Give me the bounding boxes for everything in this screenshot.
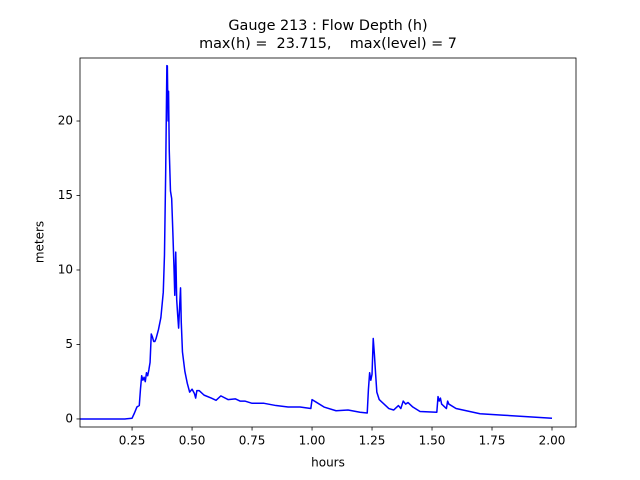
- data-line: [80, 64, 553, 420]
- x-tick-label: 1.00: [299, 434, 326, 448]
- y-tick-label: 15: [58, 188, 73, 202]
- x-tick-label: 0.25: [119, 434, 146, 448]
- y-tick-label: 20: [58, 114, 73, 128]
- x-tick-label: 1.50: [419, 434, 446, 448]
- y-tick-label: 5: [65, 337, 73, 351]
- x-tick-label: 1.25: [359, 434, 386, 448]
- x-tick-label: 0.50: [179, 434, 206, 448]
- chart-title: Gauge 213 : Flow Depth (h): [228, 18, 427, 34]
- x-tick-label: 0.75: [239, 434, 266, 448]
- y-axis-label: meters: [33, 221, 47, 263]
- x-tick-label: 2.00: [539, 434, 566, 448]
- chart-subtitle: max(h) = 23.715, max(level) = 7: [199, 36, 457, 52]
- x-axis-label: hours: [311, 456, 345, 470]
- plot-frame: [79, 57, 577, 428]
- x-tick-label: 1.75: [479, 434, 506, 448]
- y-tick-label: 0: [65, 411, 73, 425]
- y-tick-label: 10: [58, 262, 73, 276]
